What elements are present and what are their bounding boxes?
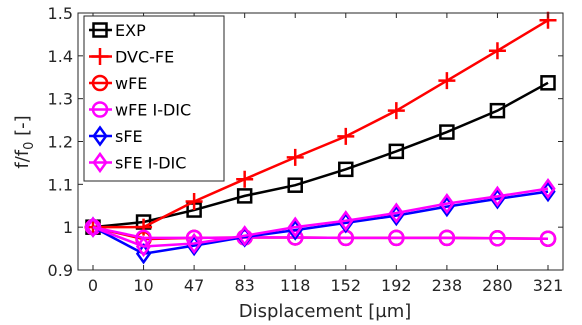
x-tick-label: 0 — [88, 276, 98, 295]
legend: EXP DVC-FE wFE wFE I-DIC sFE sFE I-DIC — [84, 16, 224, 181]
y-axis-label-suffix: [-] — [12, 115, 33, 141]
legend-label-dvc-fe: DVC-FE — [115, 48, 174, 67]
x-tick-label: 83 — [234, 276, 254, 295]
y-tick-label: 1.2 — [48, 133, 73, 152]
y-tick-label: 1.3 — [48, 90, 73, 109]
y-tick-label: 1.4 — [48, 47, 73, 66]
y-axis-label-subscript: 0 — [22, 142, 37, 150]
y-tick-label: 0.9 — [48, 261, 73, 280]
legend-label-wfe-i-dic: wFE I-DIC — [115, 101, 191, 120]
x-tick-label: 47 — [184, 276, 204, 295]
x-tick-label: 192 — [381, 276, 412, 295]
x-tick-label: 321 — [533, 276, 564, 295]
x-axis-label: Displacement [µm] — [239, 301, 412, 322]
legend-label-sfe-i-dic: sFE I-DIC — [115, 154, 186, 173]
y-axis-label: f/f0 [-] — [12, 115, 37, 168]
y-axis-label-main: f/f — [12, 149, 33, 168]
x-tick-label: 280 — [482, 276, 513, 295]
x-tick-label: 238 — [432, 276, 463, 295]
legend-label-wfe: wFE — [115, 74, 147, 93]
y-tick-label: 1 — [63, 218, 73, 237]
x-tick-label: 118 — [280, 276, 311, 295]
x-tick-label: 152 — [331, 276, 362, 295]
x-tick-label: 10 — [133, 276, 153, 295]
y-tick-label: 1.5 — [48, 4, 73, 23]
y-tick-label: 1.1 — [48, 175, 73, 194]
legend-label-sfe: sFE — [115, 127, 143, 146]
legend-label-exp: EXP — [115, 21, 146, 40]
